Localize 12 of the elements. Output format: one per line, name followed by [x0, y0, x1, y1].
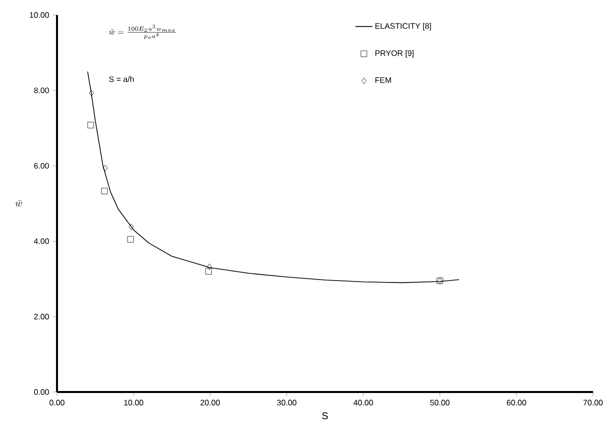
point	[88, 122, 94, 128]
point	[205, 268, 212, 275]
point	[89, 90, 94, 96]
annotation: $\bar{w} = \frac{100E_{2}u^{3}w_{max}}{p_{o}a^{4}}$	[108, 24, 176, 40]
point	[102, 164, 108, 172]
point	[206, 264, 212, 270]
point	[128, 224, 134, 230]
line-series	[87, 71, 460, 284]
y-axis-title: $\bar{w}$	[15, 200, 22, 206]
point	[127, 236, 134, 242]
point	[101, 188, 108, 194]
x-axis-title: S	[322, 412, 328, 420]
